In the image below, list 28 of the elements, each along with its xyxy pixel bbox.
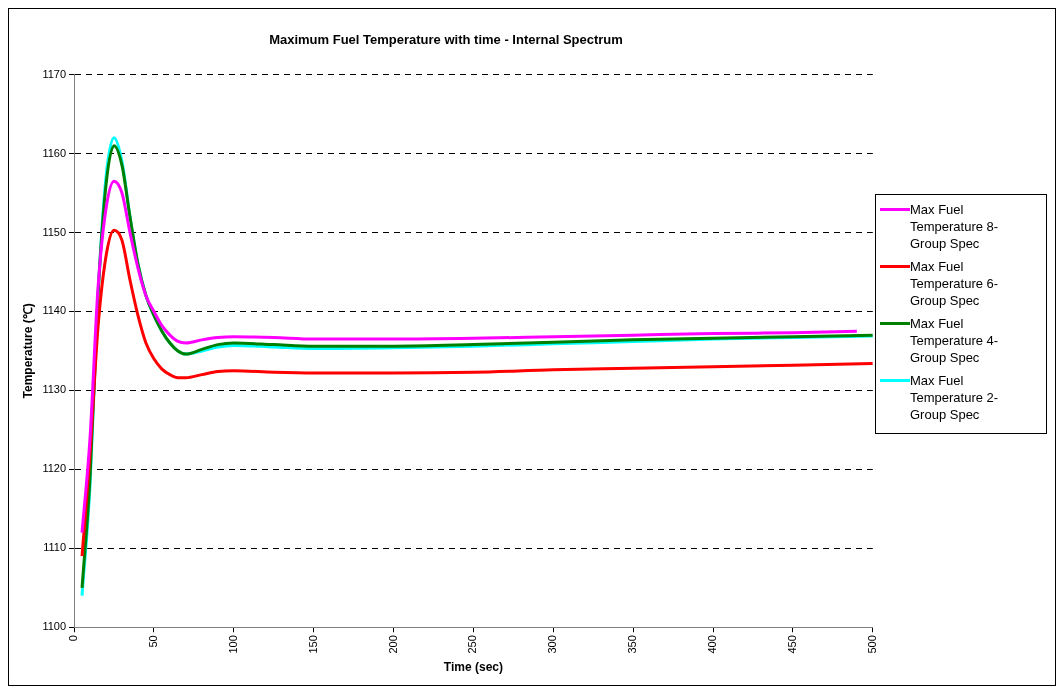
line-series	[80, 228, 873, 558]
y-tick-label: 1120	[42, 462, 67, 475]
line-series	[80, 179, 859, 535]
y-tick-label: 1110	[43, 541, 67, 554]
y-tick-label: 1150	[42, 225, 67, 238]
y-tick-label: 1100	[42, 620, 67, 633]
x-tick-label: 0	[67, 635, 80, 642]
x-tick-label: 500	[865, 635, 878, 654]
y-tick-label: 1130	[42, 383, 67, 396]
legend-label: Max Fuel Temperature 2-Group Spec	[910, 372, 1000, 423]
x-tick-label: 400	[706, 635, 719, 654]
legend-label: Max Fuel Temperature 4-Group Spec	[910, 315, 1000, 366]
x-tick-label: 200	[386, 635, 399, 654]
y-axis-title: Temperature (℃)	[20, 303, 35, 399]
x-axis-title: Time (sec)	[443, 660, 503, 675]
x-tick-label: 150	[306, 635, 319, 654]
legend-label: Max Fuel Temperature 6-Group Spec	[910, 258, 1000, 309]
x-tick-label: 350	[626, 635, 639, 654]
y-tick-label: 1160	[42, 146, 67, 159]
legend-label: Max Fuel Temperature 8-Group Spec	[910, 201, 1000, 252]
x-tick-label: 250	[466, 635, 479, 654]
x-tick-label: 300	[546, 635, 559, 654]
x-tick-label: 50	[146, 635, 159, 648]
y-tick-label: 1140	[42, 304, 67, 317]
chart-title: Maximum Fuel Temperature with time - Internal Spectrum	[269, 32, 623, 48]
y-tick-label: 1170	[42, 67, 67, 80]
x-tick-label: 450	[785, 635, 798, 654]
x-tick-label: 100	[226, 635, 239, 654]
